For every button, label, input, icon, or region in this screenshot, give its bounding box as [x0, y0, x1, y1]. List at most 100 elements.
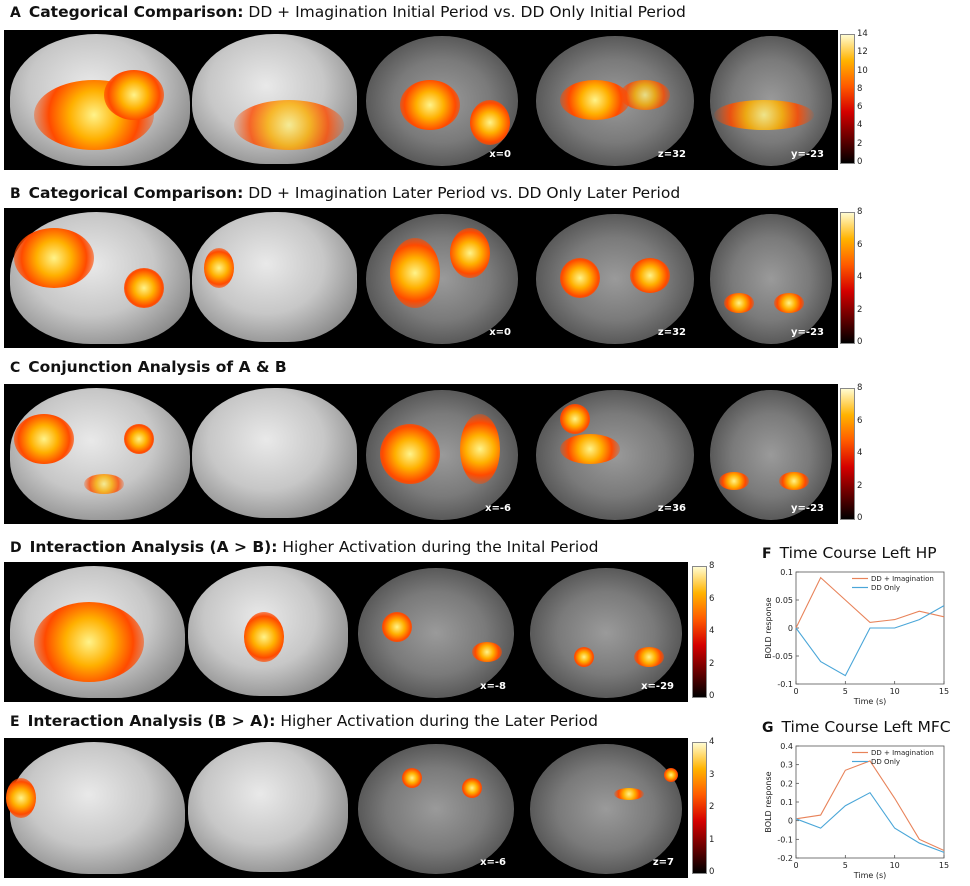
panel-c-image-strip: x=-6 z=36 y=-23 [4, 384, 838, 524]
slice-coordinate: z=36 [657, 503, 686, 514]
legend-entry: DD Only [871, 584, 900, 592]
sagittal-slice: x=0 [360, 30, 525, 170]
y-tick-label: 0 [788, 817, 793, 826]
series-line [795, 576, 945, 629]
panel-b-header: B Categorical Comparison: DD + Imaginatio… [10, 184, 680, 202]
series-line [795, 791, 945, 853]
activation-blob [124, 424, 154, 454]
colorbar-tick: 8 [857, 83, 863, 94]
slice-coordinate: z=32 [657, 327, 686, 338]
x-tick-label: 10 [890, 687, 900, 696]
colorbar-tick: 8 [709, 561, 715, 571]
legend-entry: DD Only [871, 758, 900, 766]
y-tick-label: 0.05 [775, 596, 793, 605]
sagittal-slice: x=0 [360, 208, 525, 348]
colorbar-tick: 4 [709, 737, 715, 747]
colorbar [692, 742, 707, 874]
colorbar-tick: 8 [857, 207, 863, 217]
activation-blob [84, 474, 124, 494]
sagittal-slice-lateral: x=-29 [524, 562, 688, 702]
colorbar-tick: 3 [709, 769, 715, 780]
x-tick-label: 10 [890, 861, 900, 870]
colorbar-tick: 1 [709, 834, 715, 845]
x-tick-label: 15 [939, 687, 949, 696]
y-tick-label: 0.4 [780, 742, 793, 751]
panel-letter: A [10, 5, 21, 21]
axial-slice: z=7 [524, 738, 688, 878]
x-tick-label: 5 [843, 861, 848, 870]
colorbar-tick: 2 [709, 802, 715, 812]
panel-e-image-strip: x=-6 z=7 [4, 738, 688, 878]
colorbar-tick: 8 [857, 383, 863, 393]
activation-blob [244, 612, 284, 662]
panel-title-rest: DD + Imagination Later Period vs. DD Onl… [243, 184, 681, 202]
y-tick-label: 0.2 [780, 779, 793, 788]
colorbar [840, 34, 855, 164]
y-tick-label: -0.1 [777, 680, 793, 689]
colorbar-tick: 10 [857, 65, 868, 76]
colorbar-tick: 12 [857, 47, 868, 58]
plot-frame [795, 745, 945, 859]
panel-title-bold: Categorical Comparison: [28, 184, 244, 202]
panel-title-rest: Higher Activation during the Inital Peri… [277, 538, 599, 556]
panel-title-rest: DD + Imagination Initial Period vs. DD O… [243, 3, 686, 21]
colorbar-tick: 4 [857, 272, 863, 282]
panel-letter: E [10, 714, 20, 730]
panel-letter: B [10, 186, 21, 202]
legend-entry: DD + Imagination [871, 575, 934, 583]
coronal-slice: y=-23 [704, 30, 838, 170]
panel-letter: G [762, 720, 774, 736]
activation-blob [234, 100, 344, 150]
y-tick-label: 0.3 [780, 761, 793, 770]
activation-blob [6, 778, 36, 818]
colorbar-tick: 6 [857, 102, 863, 113]
colorbar-tick: 0 [857, 513, 863, 523]
colorbar-tick: 0 [709, 691, 715, 701]
x-tick-label: 5 [843, 687, 848, 696]
colorbar-tick: 2 [857, 304, 863, 315]
panel-title-rest: Higher Activation during the Later Perio… [275, 712, 599, 730]
panel-title-bold: Interaction Analysis (B > A): [27, 712, 276, 730]
chart-title: Time Course Left MFC [781, 718, 951, 736]
colorbar-tick: 0 [709, 867, 715, 877]
slice-coordinate: y=-23 [791, 327, 824, 338]
brain-render-right [192, 388, 357, 518]
panel-letter: C [10, 360, 21, 376]
slice-coordinate: x=-8 [480, 681, 506, 692]
colorbar-tick: 4 [857, 448, 863, 458]
brain-render-right [188, 742, 348, 872]
panel-title-bold: Categorical Comparison: [28, 3, 244, 21]
slice-coordinate: x=-6 [480, 857, 506, 868]
activation-blob [34, 602, 144, 682]
x-axis-label: Time (s) [853, 871, 887, 880]
activation-blob [204, 248, 234, 288]
y-tick-label: -0.1 [777, 835, 793, 844]
activation-blob [104, 70, 164, 120]
axial-slice: z=32 [530, 30, 700, 170]
y-axis-label: BOLD response [764, 597, 773, 658]
slice-coordinate: y=-23 [791, 503, 824, 514]
panel-title-bold: Interaction Analysis (A > B): [29, 538, 278, 556]
sagittal-slice: x=-8 [352, 562, 520, 702]
coronal-slice: y=-23 [704, 208, 838, 348]
series-line [795, 605, 945, 677]
colorbar-tick: 6 [857, 415, 863, 426]
sagittal-slice: x=-6 [360, 384, 525, 524]
panel-d-header: D Interaction Analysis (A > B): Higher Ac… [10, 538, 599, 556]
colorbar-tick: 6 [709, 593, 715, 604]
x-axis-label: Time (s) [853, 697, 887, 706]
colorbar-tick: 4 [709, 626, 715, 636]
activation-blob [124, 268, 164, 308]
slice-coordinate: x=-29 [641, 681, 674, 692]
panel-b-image-strip: x=0 z=32 y=-23 [4, 208, 838, 348]
slice-coordinate: z=7 [652, 857, 674, 868]
slice-coordinate: x=-6 [485, 503, 511, 514]
colorbar [840, 212, 855, 344]
panel-d-image-strip: x=-8 x=-29 [4, 562, 688, 702]
slice-coordinate: y=-23 [791, 149, 824, 160]
y-tick-label: -0.2 [777, 854, 793, 863]
activation-blob [14, 414, 74, 464]
y-tick-label: 0 [788, 624, 793, 633]
legend-entry: DD + Imagination [871, 749, 934, 757]
panel-c-header: C Conjunction Analysis of A & B [10, 358, 287, 376]
